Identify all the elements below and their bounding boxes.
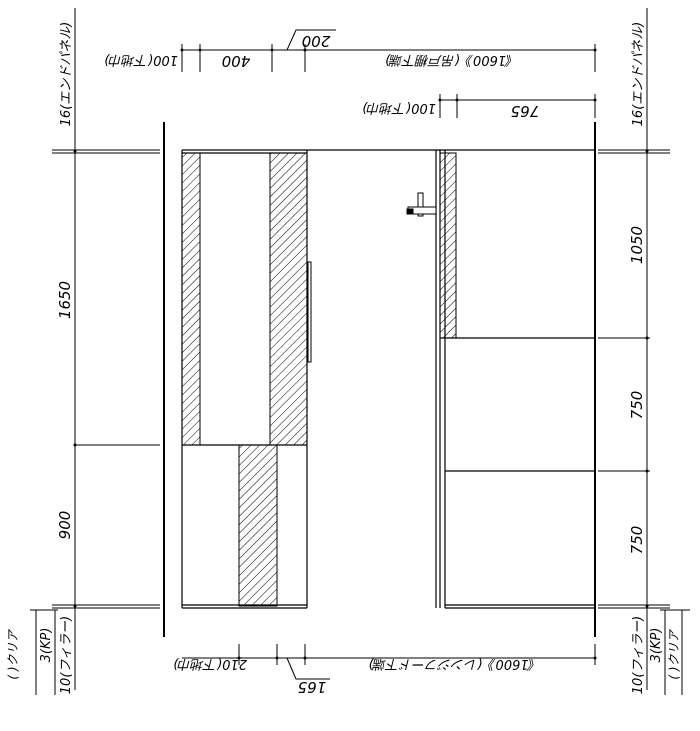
- top-dim-ticks: [180, 48, 597, 102]
- left-dim-ticks: [73, 149, 77, 608]
- cabinet-handle: [307, 261, 312, 363]
- left-clear-label: ( )クリア: [6, 628, 20, 679]
- top-dimension-lines: [181, 29, 596, 118]
- dim-1600-top: 《1600》(吊戸棚下端): [385, 52, 519, 67]
- dim-1600-bottom: 《1600》(レンジフード下端): [368, 656, 541, 671]
- dim-1650: 1650: [56, 281, 74, 319]
- dim-100-left: 100(下地巾): [104, 52, 178, 67]
- left-kp-label: 3(KP): [39, 628, 54, 663]
- bottom-dim-ticks: [237, 656, 597, 660]
- right-end-panel: 16(エンドパネル): [631, 22, 646, 127]
- dim-1050: 1050: [628, 226, 646, 264]
- dim-100-right: 100(下地巾): [362, 100, 436, 115]
- side-walls: [163, 122, 596, 637]
- dim-165: 165: [298, 678, 327, 696]
- dim-210: 210(下地巾): [173, 656, 247, 671]
- left-filler-label: 10(フィラー): [59, 616, 74, 694]
- dim-400: 400: [222, 52, 251, 70]
- bracket-fitting: [406, 192, 437, 217]
- right-kp-label: 3(KP): [649, 628, 664, 663]
- right-dimension-lines: [598, 8, 690, 695]
- dim-750-lower: 750: [628, 526, 646, 555]
- right-clear-label: ( )クリア: [667, 628, 681, 679]
- right-dim-ticks: [645, 149, 649, 608]
- hatched-filler-areas: [181, 152, 457, 607]
- dim-200: 200: [302, 32, 331, 50]
- right-filler-label: 10(フィラー): [631, 616, 646, 694]
- dim-765: 765: [511, 102, 540, 120]
- dim-900: 900: [56, 511, 74, 540]
- dim-750-upper: 750: [628, 391, 646, 420]
- left-dimension-lines: [30, 8, 160, 695]
- left-end-panel: 16(エンドパネル): [59, 22, 74, 127]
- bottom-dimension-lines: [182, 644, 596, 680]
